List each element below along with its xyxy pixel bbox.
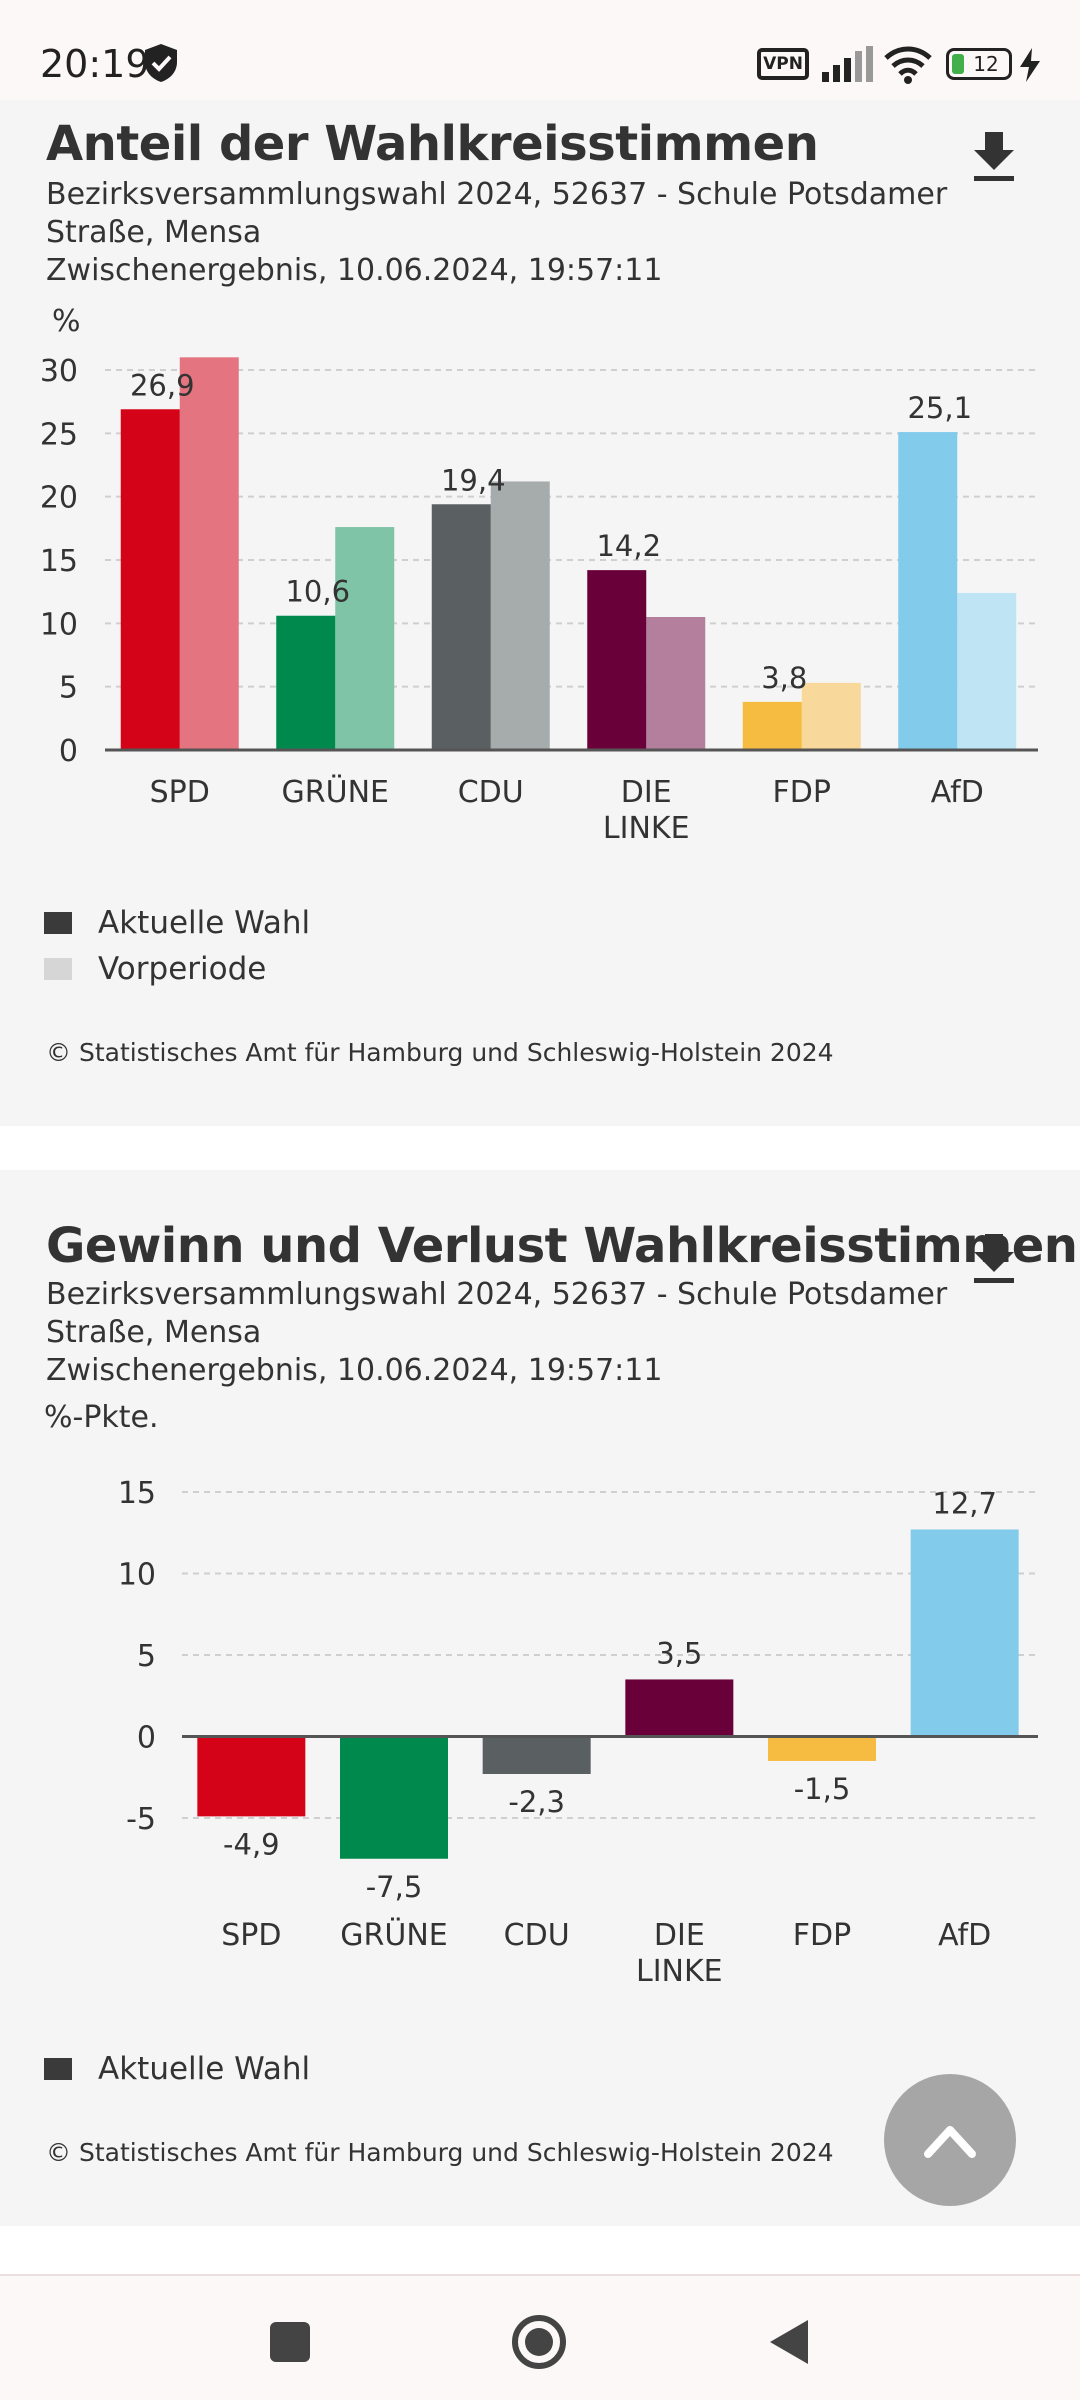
y-tick-label: 5 — [59, 671, 78, 706]
y-tick-label: 15 — [40, 544, 78, 579]
shield-check-icon — [145, 44, 177, 82]
data-label: -7,5 — [366, 1870, 423, 1904]
gain-loss-bar-chart: -5 0 5 10 15 -4,9 SPD -7,5 GRÜNE -2,3 CDU 3,5 DIELIN… — [118, 1476, 1038, 1989]
x-tick-label: SPD — [150, 775, 210, 810]
x-tick-label: DIE — [654, 1918, 705, 1953]
system-nav-bar — [0, 2274, 1080, 2400]
chart-title: Anteil der Wahlkreisstimmen — [46, 116, 819, 172]
bar-spd — [197, 1736, 306, 1817]
vpn-icon: VPN — [757, 48, 809, 80]
y-tick-label: 10 — [118, 1558, 156, 1593]
bar-current-cdu — [431, 504, 491, 750]
data-label: 19,4 — [441, 463, 506, 497]
data-label: 25,1 — [907, 391, 972, 425]
bar-fdp — [768, 1736, 876, 1761]
bar-current-afd — [898, 432, 958, 750]
y-tick-label: 30 — [40, 354, 78, 389]
legend-swatch — [44, 958, 72, 980]
charging-bolt-icon — [1020, 48, 1040, 82]
chart-title: Gewinn und Verlust Wahlkreisstimmen — [46, 1218, 1078, 1274]
legend-item-previous: Vorperiode — [44, 946, 310, 992]
data-label: -4,9 — [223, 1827, 280, 1861]
card-separator — [0, 1126, 1080, 1170]
chart-legend: Aktuelle Wahl — [44, 2046, 310, 2092]
chart-status-line: Zwischenergebnis, 10.06.2024, 19:57:11 — [46, 253, 663, 288]
bar-previous-afd — [957, 592, 1017, 750]
legend-item-current: Aktuelle Wahl — [44, 900, 310, 946]
chart-subtitle: Bezirksversammlungswahl 2024, 52637 - Sc… — [46, 1276, 1046, 1390]
bar-grüne — [340, 1736, 448, 1859]
bar-current-spd — [120, 409, 180, 750]
back-button[interactable] — [762, 2314, 818, 2370]
page-bottom-gap — [0, 2226, 1080, 2274]
x-tick-label: AfD — [938, 1918, 991, 1953]
y-tick-label: 10 — [40, 607, 78, 642]
legend-item-current: Aktuelle Wahl — [44, 2046, 310, 2092]
y-tick-label: 25 — [40, 417, 78, 452]
bar-current-fdp — [742, 701, 802, 750]
x-tick-label: SPD — [221, 1918, 281, 1953]
chart-status-line: Zwischenergebnis, 10.06.2024, 19:57:11 — [46, 1353, 663, 1388]
battery-level: 12 — [973, 52, 999, 76]
data-label: 12,7 — [932, 1486, 997, 1520]
x-tick-label: CDU — [504, 1918, 570, 1953]
x-tick-label: GRÜNE — [340, 1917, 447, 1953]
y-tick-label: 5 — [137, 1639, 156, 1674]
data-label: -2,3 — [508, 1785, 565, 1819]
x-tick-label: LINKE — [636, 1954, 723, 1989]
wifi-icon — [884, 46, 932, 84]
x-tick-label: AfD — [931, 775, 984, 810]
bar-die-linke — [625, 1679, 734, 1737]
data-label: 3,8 — [761, 661, 807, 695]
y-tick-label: -5 — [126, 1802, 156, 1837]
bar-afd — [910, 1529, 1019, 1737]
x-tick-label: DIE — [621, 775, 672, 810]
x-tick-label: GRÜNE — [282, 774, 389, 810]
data-label: 10,6 — [285, 575, 350, 609]
chevron-up-icon — [924, 2126, 976, 2158]
signal-icon — [822, 46, 873, 82]
share-bar-chart: 0 5 10 15 20 25 30 26,9 SPD 10,6 GRÜNE 19,4 CDU 14,2 D… — [40, 354, 1038, 846]
data-label: -1,5 — [794, 1772, 851, 1806]
x-tick-label: LINKE — [603, 811, 690, 846]
bar-previous-fdp — [801, 682, 861, 750]
bar-current-grüne — [276, 615, 336, 750]
recents-button[interactable] — [262, 2314, 318, 2370]
battery-icon: 12 — [946, 48, 1012, 80]
legend-swatch — [44, 912, 72, 934]
copyright-note: © Statistisches Amt für Hamburg und Schl… — [46, 2138, 834, 2167]
y-axis-unit: % — [52, 304, 81, 339]
y-tick-label: 15 — [118, 1476, 156, 1511]
gain-loss-chart-card: Gewinn und Verlust Wahlkreisstimmen Bezi… — [0, 1170, 1080, 2226]
download-icon[interactable] — [970, 130, 1018, 182]
y-tick-label: 0 — [137, 1721, 156, 1756]
bar-previous-cdu — [490, 481, 550, 750]
home-button[interactable] — [511, 2314, 567, 2370]
bar-cdu — [482, 1736, 591, 1774]
status-time: 20:19 — [40, 42, 150, 86]
copyright-note: © Statistisches Amt für Hamburg und Schl… — [46, 1038, 834, 1067]
bar-previous-spd — [179, 357, 239, 750]
x-tick-label: CDU — [458, 775, 524, 810]
status-bar: 20:19 VPN 12 — [0, 0, 1080, 100]
data-label: 3,5 — [656, 1636, 702, 1670]
share-chart-card: Anteil der Wahlkreisstimmen Bezirksversa… — [0, 100, 1080, 1126]
bar-previous-die-linke — [646, 617, 706, 750]
x-tick-label: FDP — [773, 775, 831, 810]
y-tick-label: 20 — [40, 481, 78, 516]
chart-legend: Aktuelle Wahl Vorperiode — [44, 900, 310, 992]
chart-subtitle: Bezirksversammlungswahl 2024, 52637 - Sc… — [46, 176, 1046, 290]
bar-current-die-linke — [587, 570, 647, 750]
y-tick-label: 0 — [59, 734, 78, 769]
bar-previous-grüne — [335, 527, 395, 750]
legend-swatch — [44, 2058, 72, 2080]
download-icon[interactable] — [970, 1232, 1018, 1284]
data-label: 14,2 — [596, 529, 661, 563]
x-tick-label: FDP — [793, 1918, 851, 1953]
y-axis-unit: %-Pkte. — [44, 1400, 159, 1435]
data-label: 26,9 — [130, 368, 195, 402]
scroll-to-top-button[interactable] — [884, 2074, 1016, 2206]
